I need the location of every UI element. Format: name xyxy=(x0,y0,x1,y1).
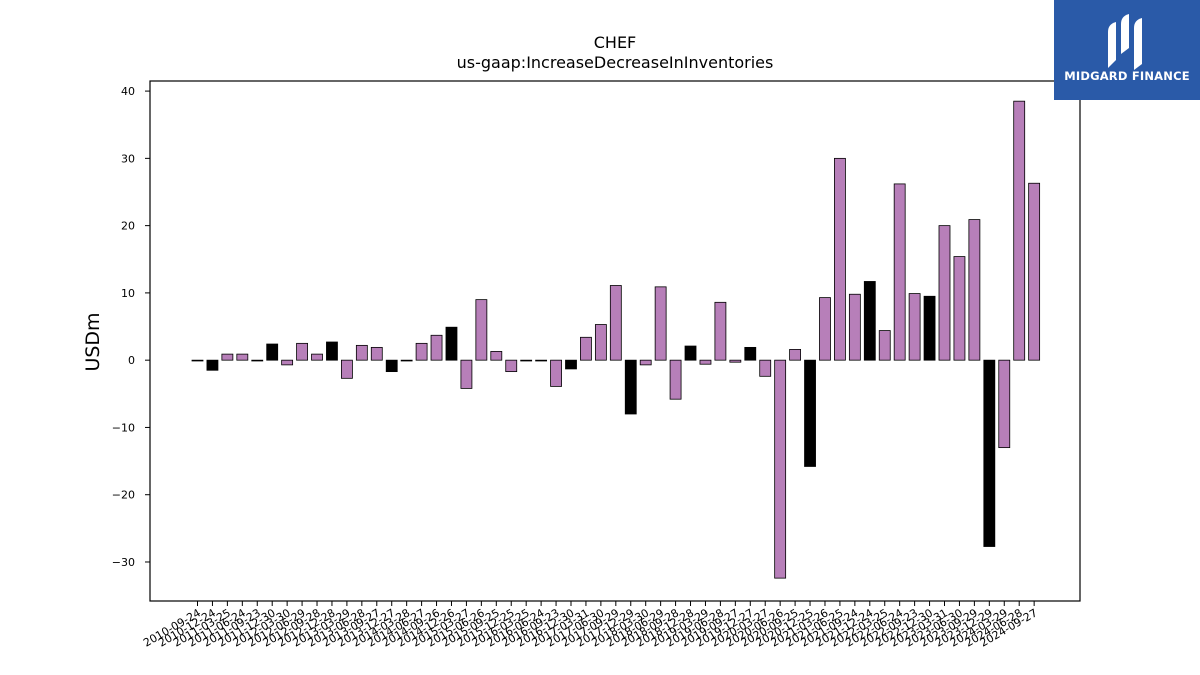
bar-2018-06-29 xyxy=(654,286,667,361)
bar-2024-06-28 xyxy=(1013,100,1026,361)
bar-2023-03-31 xyxy=(938,225,951,361)
bar-2019-06-28 xyxy=(714,301,727,361)
bar-2013-09-27 xyxy=(370,346,383,361)
bar-2018-12-28 xyxy=(684,345,697,361)
bar-2022-03-25 xyxy=(878,330,891,361)
bar-2021-09-24 xyxy=(848,293,861,361)
bar-2019-03-29 xyxy=(699,359,712,365)
bar-2018-09-28 xyxy=(669,359,682,400)
bars-group xyxy=(191,100,1041,579)
bar-2017-12-29 xyxy=(624,359,637,415)
bar-2011-09-23 xyxy=(251,359,264,362)
bar-2021-12-24 xyxy=(863,281,876,361)
bar-2020-06-26 xyxy=(774,359,787,579)
bar-2024-09-27 xyxy=(1028,182,1041,361)
y-tick-label: −10 xyxy=(112,421,135,434)
bar-2012-12-28 xyxy=(326,341,338,361)
bar-2016-09-23 xyxy=(550,359,562,387)
bar-2012-09-28 xyxy=(311,353,323,361)
bar-2021-03-26 xyxy=(819,297,831,361)
bar-2017-03-31 xyxy=(580,336,592,361)
y-tick-label: 30 xyxy=(121,152,135,165)
bar-2016-06-24 xyxy=(535,359,548,362)
plot-frame xyxy=(149,80,1081,602)
chart-title: CHEF xyxy=(594,33,637,52)
x-axis: 2010-09-242010-12-242011-03-252011-06-24… xyxy=(141,601,1040,650)
bar-2011-12-30 xyxy=(266,343,279,361)
bar-2022-12-30 xyxy=(923,295,936,361)
bar-2015-06-26 xyxy=(475,299,488,361)
bar-2011-06-24 xyxy=(236,353,249,361)
bar-2020-03-27 xyxy=(759,359,772,377)
y-tick-label: 20 xyxy=(121,220,135,233)
bar-2023-12-29 xyxy=(983,359,996,547)
brand-logo: MIDGARD FINANCE xyxy=(1054,0,1200,100)
bar-2014-09-26 xyxy=(430,334,443,361)
bar-2016-03-25 xyxy=(520,359,533,362)
bar-2017-09-29 xyxy=(609,285,622,361)
bar-2013-06-28 xyxy=(355,344,368,361)
y-axis-label: USDm xyxy=(82,312,104,371)
bar-2014-12-26 xyxy=(445,326,458,361)
y-tick-label: 40 xyxy=(121,85,135,98)
bar-2018-03-30 xyxy=(639,359,652,366)
bar-2010-12-24 xyxy=(206,359,219,371)
bar-2019-12-27 xyxy=(744,346,757,361)
brand-name: MIDGARD FINANCE xyxy=(1064,69,1190,83)
bar-2011-03-25 xyxy=(221,353,234,361)
bar-2014-03-28 xyxy=(400,359,413,362)
bar-2023-09-29 xyxy=(968,219,981,361)
bar-2021-06-25 xyxy=(834,157,846,361)
y-axis: −30 −20 −10 0 10 20 30 40 xyxy=(112,85,150,569)
bar-2015-09-25 xyxy=(490,351,503,361)
bar-2013-12-27 xyxy=(385,359,398,373)
bar-2020-12-25 xyxy=(804,359,816,467)
y-tick-label: 10 xyxy=(121,287,135,300)
bar-2012-03-30 xyxy=(281,359,294,366)
bar-2016-12-30 xyxy=(565,359,577,370)
bar-2022-09-23 xyxy=(908,293,921,361)
bar-2015-12-25 xyxy=(505,359,518,373)
chart-subtitle: us-gaap:IncreaseDecreaseInInventories xyxy=(457,53,774,72)
bar-2014-06-27 xyxy=(415,342,428,361)
bar-2024-03-29 xyxy=(998,359,1011,449)
y-tick-label: −30 xyxy=(112,556,135,569)
bar-2019-09-27 xyxy=(729,359,742,363)
bar-2013-03-29 xyxy=(340,359,353,379)
y-tick-label: 0 xyxy=(128,354,135,367)
bar-2023-06-30 xyxy=(953,256,966,361)
bar-2022-06-24 xyxy=(893,183,906,361)
bar-2010-09-24 xyxy=(191,359,204,362)
bar-2020-09-25 xyxy=(789,349,801,361)
midgard-logo-icon xyxy=(1108,14,1142,70)
bar-2015-03-27 xyxy=(460,359,473,389)
y-tick-label: −20 xyxy=(112,489,135,502)
bar-2017-06-30 xyxy=(594,324,607,361)
bar-2012-06-29 xyxy=(296,342,308,361)
